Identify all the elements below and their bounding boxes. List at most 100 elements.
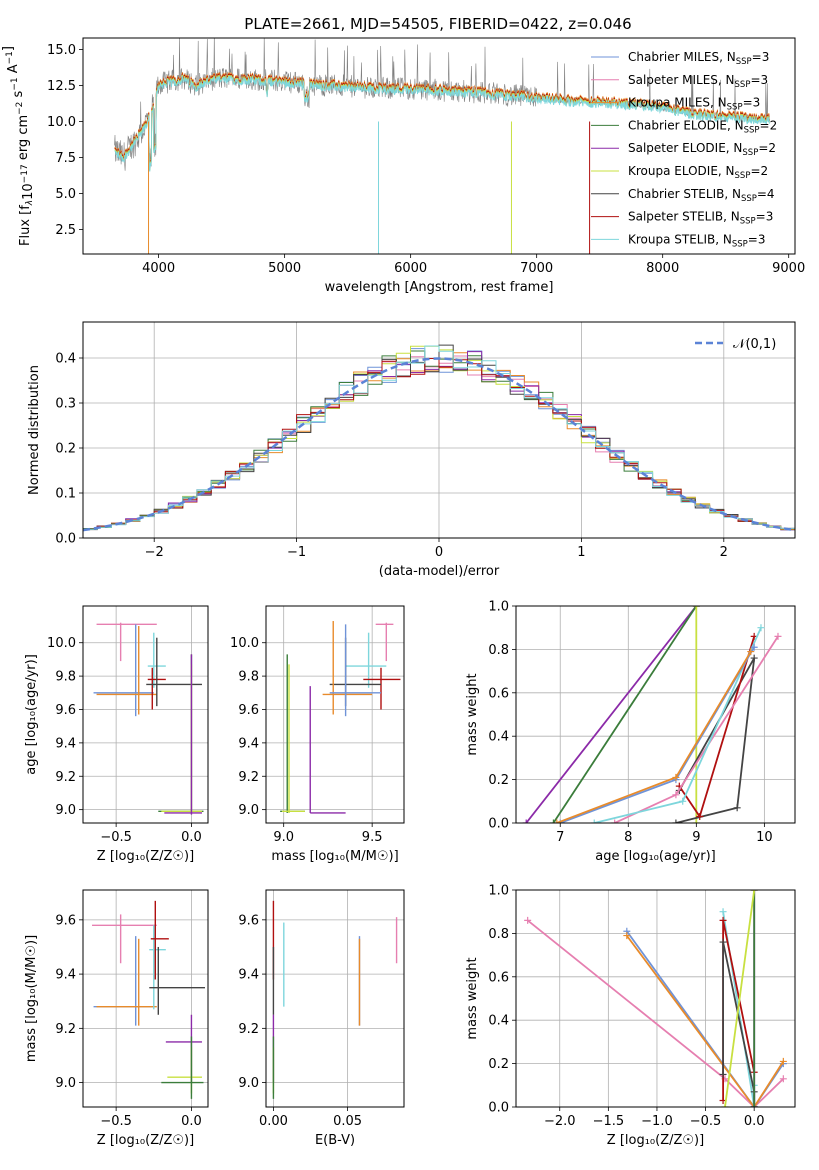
- weight-marker-salpeter_miles: [524, 916, 532, 924]
- legend-label-sub: SSP: [735, 171, 751, 181]
- y-tick-label: 0.4: [488, 730, 509, 745]
- data-point-salpeter_stelib: [150, 900, 169, 980]
- spectrum-panel: 4000 5000 6000 7000 8000 9000 2.5 5.0 7.5 10.0 12.…: [1, 37, 805, 295]
- figure-title: PLATE=2661, MJD=54505, FIBERID=0422, z=0…: [244, 15, 631, 33]
- axes-frame: [265, 605, 405, 824]
- axes-frame: [82, 321, 796, 539]
- plot-area: [280, 621, 401, 814]
- residuals-panel: −2 −1 0 1 2 0.0 0.1 0.2 0.3 0.4 (data-model)/error…: [27, 321, 796, 579]
- y-tick-label: 10.0: [47, 636, 76, 651]
- legend-label-eq: =2: [758, 141, 776, 155]
- z-weight-panel: −2.0 −1.5 −1.0 −0.5 0.0 0.0 0.2 0.4 0.6 0.8 1.0 Z […: [465, 884, 796, 1148]
- y-tick-label: 9.4: [55, 968, 76, 983]
- weight-marker-salpeter_miles: [672, 791, 680, 799]
- legend-label-chabrier_miles: Chabrier MILES, NSSP=3: [628, 50, 769, 67]
- legend-label-chabrier_stelib: Chabrier STELIB, NSSP=4: [628, 187, 775, 204]
- y-tick-label: 9.8: [238, 670, 259, 685]
- normal-curve: [83, 357, 795, 532]
- weight-marker-kroupa_miles: [672, 773, 680, 781]
- y-axis-label: Normed distribution: [27, 365, 42, 495]
- weight-marker-kroupa_elodie: [750, 890, 758, 894]
- y-axis-label-part: −1: [5, 51, 15, 64]
- data-point-chabrier_stelib: [329, 637, 381, 707]
- data-point-salpeter_elodie: [164, 654, 202, 815]
- data-point-kroupa_miles: [96, 626, 157, 715]
- y-tick-label: 0.2: [55, 442, 76, 457]
- data-point-chabrier_elodie: [161, 1036, 204, 1099]
- plot-area: [92, 900, 205, 1099]
- x-tick-label: −0.5: [100, 1114, 132, 1129]
- weight-marker-salpeter_elodie: [522, 819, 530, 823]
- data-point-kroupa_miles: [96, 938, 157, 1026]
- data-point-kroupa_elodie: [167, 1047, 202, 1094]
- x-tick-label: 9.0: [273, 830, 294, 845]
- legend-label-main: Chabrier STELIB, N: [628, 187, 741, 201]
- weight-marker-kroupa_elodie: [721, 1103, 729, 1107]
- legend-label-eq: =3: [752, 50, 770, 64]
- x-axis-label: (data-model)/error: [379, 564, 500, 579]
- legend-label-sub: SSP: [732, 239, 748, 249]
- x-tick-label: 1: [577, 545, 585, 560]
- weight-marker-chabrier_miles: [750, 643, 758, 651]
- weight-marker-chabrier_miles: [556, 819, 564, 823]
- y-axis-label-part: erg cm: [16, 115, 31, 164]
- y-axis-label: mass weight: [465, 673, 480, 755]
- legend-label-kroupa_stelib: Kroupa STELIB, NSSP=3: [628, 232, 766, 249]
- y-axis-label-part: s: [11, 90, 26, 101]
- axes-frame: [82, 605, 209, 824]
- legend-label-main: Chabrier MILES, N: [628, 50, 736, 64]
- histogram-kroupa_stelib: [83, 345, 795, 530]
- legend-label-main: Salpeter STELIB, N: [628, 210, 740, 224]
- weight-marker-chabrier_stelib: [719, 938, 727, 946]
- x-tick-label: 0.00: [259, 1114, 288, 1129]
- weight-marker-chabrier_stelib: [719, 1070, 727, 1078]
- y-axis-label-part: Flux [f: [18, 205, 33, 246]
- x-tick-label: 2: [720, 545, 728, 560]
- plot-area: [93, 622, 204, 815]
- x-axis-label: mass [log₁₀(M/M☉)]: [271, 849, 398, 864]
- y-tick-label: 5.0: [55, 187, 76, 202]
- y-tick-label: 9.6: [55, 703, 76, 718]
- weight-line-salpeter_elodie: [525, 606, 698, 823]
- x-tick-label: 9: [692, 830, 700, 845]
- x-axis-label: Z [log₁₀(Z/Z☉)]: [97, 1133, 194, 1148]
- weight-marker-kroupa_miles: [747, 648, 755, 656]
- y-tick-label: 0.1: [55, 487, 76, 502]
- weight-marker-chabrier_stelib: [672, 819, 680, 823]
- data-point-salpeter_elodie: [309, 686, 346, 814]
- y-tick-label: 0.0: [488, 1101, 509, 1116]
- legend-label-eq: =3: [756, 210, 774, 224]
- y-axis-label-part: −2: [15, 102, 25, 115]
- legend-label-sub: SSP: [742, 148, 758, 158]
- y-tick-label: 0.4: [55, 352, 76, 367]
- weight-marker-chabrier_stelib: [750, 654, 758, 662]
- legend-label-eq: =4: [757, 187, 775, 201]
- legend-label-main: Chabrier ELODIE, N: [628, 118, 744, 132]
- legend-label-eq: =2: [760, 118, 778, 132]
- x-tick-label: 9.5: [362, 830, 383, 845]
- x-tick-label: −0.5: [690, 1114, 722, 1129]
- weight-line-kroupa_miles: [626, 935, 785, 1107]
- y-tick-label: 7.5: [55, 151, 76, 166]
- weight-marker-kroupa_stelib: [590, 819, 598, 823]
- data-point-salpeter_elodie: [165, 1014, 202, 1083]
- weight-marker-salpeter_miles: [611, 819, 619, 823]
- legend-label-sub: SSP: [744, 125, 760, 135]
- y-tick-label: 0.6: [488, 686, 509, 701]
- y-axis-label: mass weight: [465, 957, 480, 1039]
- y-axis-label-part: −1: [10, 77, 20, 90]
- model-line-kroupa_stelib: [114, 75, 771, 172]
- weight-line-salpeter_miles: [527, 919, 784, 1107]
- data-point-chabrier_miles: [93, 936, 154, 1026]
- plot-area: [272, 900, 398, 1099]
- weight-marker-chabrier_elodie: [549, 819, 557, 823]
- legend-label-eq: =3: [750, 73, 768, 87]
- legend-label-eq: =2: [750, 164, 768, 178]
- data-point-chabrier_stelib: [146, 637, 202, 707]
- weight-marker-kroupa_elodie: [692, 819, 700, 823]
- y-axis-label: age [log₁₀(age/yr)]: [24, 654, 39, 775]
- x-tick-label: 4000: [142, 261, 175, 276]
- mass-age-panel: 9.0 9.5 9.0 9.2 9.4 9.6 9.8 10.0 mass [log₁₀(M/M…: [230, 605, 405, 864]
- legend-label-sub: SSP: [736, 57, 752, 67]
